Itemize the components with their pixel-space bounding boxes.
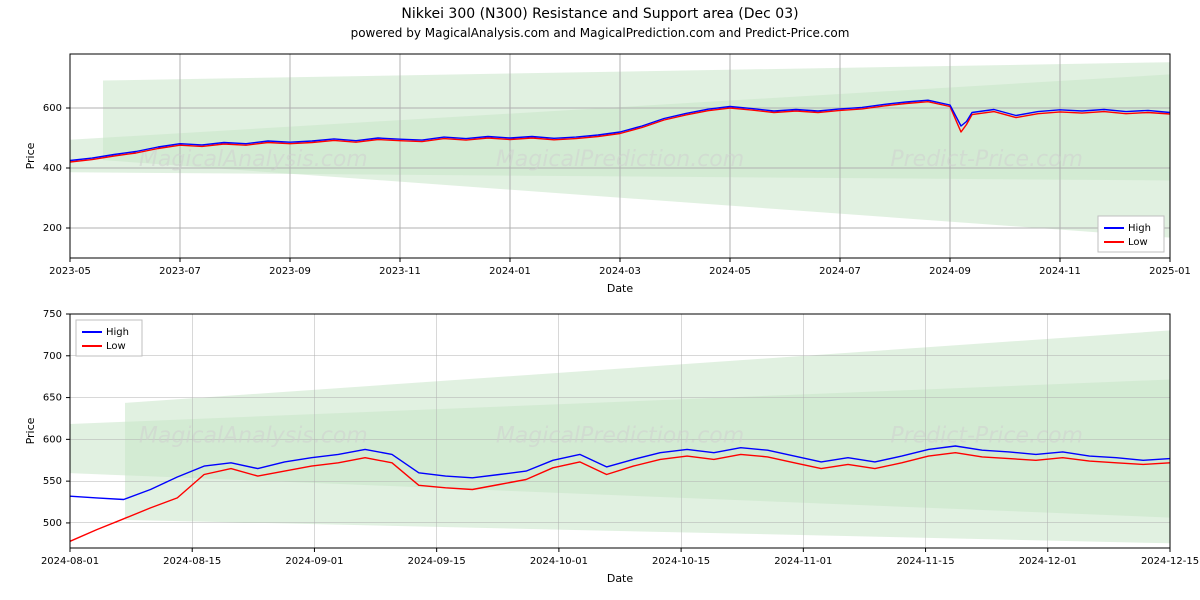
x-tick-label: 2023-05: [49, 266, 91, 277]
x-axis-label: Date: [607, 572, 634, 585]
x-tick-label: 2024-09-01: [285, 556, 343, 567]
svg-text:Predict-Price.com: Predict-Price.com: [890, 424, 1083, 449]
chart-stack: 200 400 600 2023-05 2023-07 2023-09 2023-11 202…: [0, 44, 1200, 594]
x-tick-label: 2025-01: [1149, 266, 1191, 277]
legend-low-label: Low: [106, 341, 126, 352]
x-tick-label: 2024-11-15: [896, 556, 954, 567]
x-tick-label: 2024-10-15: [652, 556, 710, 567]
x-tick-label: 2024-11: [1039, 266, 1081, 277]
chart-title: Nikkei 300 (N300) Resistance and Support…: [0, 0, 1200, 22]
y-tick-label: 500: [43, 518, 62, 529]
x-tick-label: 2024-08-01: [41, 556, 99, 567]
svg-text:MagicalAnalysis.com: MagicalAnalysis.com: [139, 147, 368, 172]
x-tick-label: 2024-12-01: [1019, 556, 1077, 567]
x-tick-label: 2024-01: [489, 266, 531, 277]
x-tick-label: 2024-08-15: [163, 556, 221, 567]
legend: High Low: [1098, 216, 1164, 252]
legend-high-label: High: [106, 327, 129, 338]
x-tick-label: 2024-12-15: [1141, 556, 1199, 567]
y-axis-label: Price: [24, 417, 37, 444]
watermark: MagicalAnalysis.com MagicalPrediction.com…: [139, 424, 1083, 449]
y-tick-label: 750: [43, 309, 62, 320]
y-tick-label: 600: [43, 434, 62, 445]
y-axis-label: Price: [24, 142, 37, 169]
svg-text:Predict-Price.com: Predict-Price.com: [890, 147, 1083, 172]
y-tick-label: 550: [43, 476, 62, 487]
legend-high-label: High: [1128, 223, 1151, 234]
x-tick-label: 2024-11-01: [774, 556, 832, 567]
x-tick-label: 2024-03: [599, 266, 641, 277]
x-tick-label: 2024-05: [709, 266, 751, 277]
y-tick-label: 600: [43, 103, 62, 114]
x-tick-label: 2023-07: [159, 266, 201, 277]
x-tick-label: 2024-09-15: [408, 556, 466, 567]
x-tick-label: 2023-09: [269, 266, 311, 277]
x-tick-label: 2024-07: [819, 266, 861, 277]
svg-text:MagicalAnalysis.com: MagicalAnalysis.com: [139, 424, 368, 449]
watermark: MagicalAnalysis.com MagicalPrediction.com…: [139, 147, 1083, 172]
chart-subtitle: powered by MagicalAnalysis.com and Magic…: [0, 22, 1200, 44]
y-tick-label: 400: [43, 163, 62, 174]
bottom-chart: 500 550 600 650 700 750 2024-08-01 2024-08-15 20…: [0, 304, 1200, 594]
x-axis-label: Date: [607, 282, 634, 295]
top-chart: 200 400 600 2023-05 2023-07 2023-09 2023-11 202…: [0, 44, 1200, 304]
y-tick-label: 700: [43, 351, 62, 362]
svg-text:MagicalPrediction.com: MagicalPrediction.com: [496, 424, 744, 449]
legend: High Low: [76, 320, 142, 356]
x-tick-label: 2024-10-01: [530, 556, 588, 567]
y-tick-label: 650: [43, 393, 62, 404]
x-tick-label: 2024-09: [929, 266, 971, 277]
chart-container: { "title": "Nikkei 300 (N300) Resistance…: [0, 0, 1200, 600]
y-tick-label: 200: [43, 223, 62, 234]
x-tick-label: 2023-11: [379, 266, 421, 277]
legend-low-label: Low: [1128, 237, 1148, 248]
svg-text:MagicalPrediction.com: MagicalPrediction.com: [496, 147, 744, 172]
